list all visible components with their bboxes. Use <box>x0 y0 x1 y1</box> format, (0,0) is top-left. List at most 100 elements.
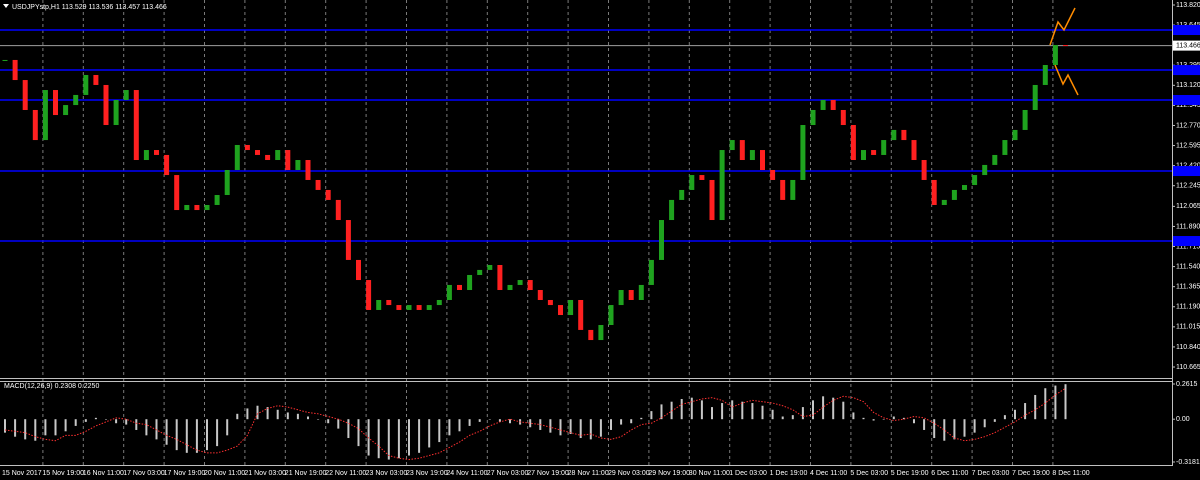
candle <box>2 59 8 61</box>
candle <box>366 280 372 310</box>
macd-bar <box>741 401 744 420</box>
x-tick-label: 30 Nov 11:00 <box>689 470 730 477</box>
candle <box>174 175 180 211</box>
y-tick-label: 111.540 <box>1176 263 1200 270</box>
x-tick-label: 27 Nov 19:00 <box>527 470 569 477</box>
macd-bar <box>498 419 501 422</box>
macd-bar <box>24 419 27 440</box>
candle <box>1042 65 1048 85</box>
candle <box>618 290 624 306</box>
macd-bar <box>862 417 865 420</box>
macd-bar <box>610 419 612 430</box>
macd-bar <box>751 403 754 420</box>
candle <box>103 84 109 126</box>
y-tick-label: 111.715 <box>1176 243 1200 250</box>
chart-title: USDJPYstp,H1 113.529 113.536 113.457 113… <box>12 4 167 11</box>
candle <box>396 305 402 310</box>
x-tick-label: 22 Nov 11:00 <box>325 470 366 477</box>
x-tick-label: 7 Dec 19:00 <box>1012 470 1050 477</box>
candle <box>911 140 917 161</box>
candle <box>972 175 978 186</box>
candle <box>598 325 604 341</box>
x-tick-label: 23 Nov 03:00 <box>366 470 408 477</box>
candle <box>547 299 553 306</box>
macd-bar <box>14 419 17 437</box>
macd-bar <box>660 404 663 420</box>
candle <box>982 164 988 176</box>
candle <box>63 105 69 116</box>
macd-bar <box>509 419 511 424</box>
macd-bar <box>236 413 239 420</box>
candle <box>709 179 715 221</box>
candles <box>2 45 1068 341</box>
candle <box>517 280 523 285</box>
y-tick-label: 110.840 <box>1176 344 1200 351</box>
x-tick-label: 21 Nov 03:00 <box>244 470 286 477</box>
macd-bar <box>630 419 633 424</box>
candle <box>204 204 210 211</box>
x-tick-label: 1 Dec 03:00 <box>729 470 767 477</box>
macd-bar <box>286 412 289 420</box>
macd-bar <box>1044 388 1047 420</box>
candle <box>578 299 584 330</box>
macd-bar <box>852 412 855 420</box>
candle <box>376 299 382 310</box>
macd-bar <box>246 408 249 420</box>
macd-y-tick-label: 0.2615 <box>1176 381 1198 388</box>
macd-panel <box>4 384 1067 461</box>
macd-bar <box>1014 409 1016 420</box>
current-price-tag <box>1173 40 1200 51</box>
x-tick-label: 28 Nov 11:00 <box>568 470 609 477</box>
level-tag <box>1173 166 1200 177</box>
macd-bar <box>115 419 118 424</box>
candle <box>345 220 351 260</box>
macd-bar <box>529 419 532 428</box>
x-tick-label: 16 Nov 11:00 <box>83 470 124 477</box>
level-tag <box>1173 65 1200 76</box>
macd-bar <box>1003 415 1006 420</box>
macd-bar <box>125 419 128 425</box>
macd-bar <box>559 419 562 436</box>
macd-bar <box>1024 403 1027 420</box>
candle <box>719 150 725 221</box>
menu-triangle[interactable] <box>3 4 9 8</box>
level-tag <box>1173 236 1200 247</box>
candle <box>133 90 139 161</box>
candle <box>143 150 149 161</box>
y-tick-label: 111.890 <box>1176 223 1200 230</box>
candle <box>749 150 755 161</box>
y-tick-label: 112.065 <box>1176 203 1200 210</box>
candle <box>487 264 493 270</box>
candle <box>356 259 361 281</box>
candle <box>335 199 341 221</box>
candle <box>780 179 786 200</box>
macd-bar <box>175 419 178 451</box>
macd-bar <box>731 400 734 420</box>
macd-bar <box>468 419 471 426</box>
candle <box>790 179 796 200</box>
y-tick-label: 111.365 <box>1176 284 1200 291</box>
macd-signal <box>4 387 1066 461</box>
macd-bar <box>620 419 623 425</box>
macd-bar <box>105 419 107 420</box>
macd-bar <box>771 409 774 420</box>
candle <box>214 195 220 205</box>
candle <box>244 144 250 151</box>
candle <box>457 284 462 291</box>
candle <box>32 109 38 141</box>
candle <box>537 290 543 300</box>
candle <box>850 125 856 161</box>
x-tick-label: 6 Dec 11:00 <box>931 470 968 477</box>
candle <box>436 299 442 306</box>
macd-bar <box>195 419 198 453</box>
candle <box>871 150 877 155</box>
candle <box>830 100 836 110</box>
candle <box>962 185 967 190</box>
candle <box>810 109 816 126</box>
macd-bar <box>307 416 309 420</box>
macd-bar <box>923 419 926 430</box>
macd-bar <box>337 419 340 429</box>
macd-bar <box>670 401 673 420</box>
candle <box>73 94 79 106</box>
